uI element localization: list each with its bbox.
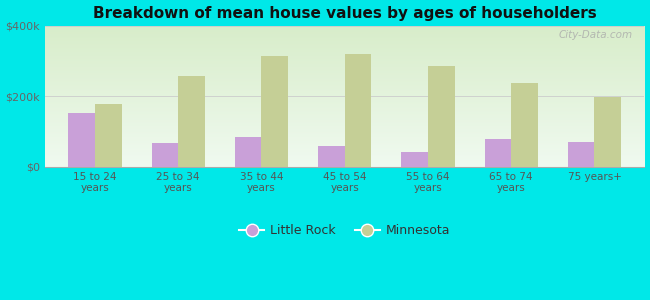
Bar <box>568 142 595 167</box>
Bar <box>344 54 371 167</box>
Bar <box>428 66 454 167</box>
Bar <box>401 152 428 167</box>
Bar <box>318 146 344 167</box>
Bar <box>595 98 621 167</box>
Bar <box>235 137 261 167</box>
Bar <box>95 104 122 167</box>
Legend: Little Rock, Minnesota: Little Rock, Minnesota <box>234 219 456 242</box>
Bar <box>401 152 428 167</box>
Bar <box>178 76 205 167</box>
Bar <box>595 98 621 167</box>
Bar <box>568 142 595 167</box>
Bar <box>178 76 205 167</box>
Bar <box>151 143 178 167</box>
Bar <box>95 104 122 167</box>
Bar <box>344 54 371 167</box>
Bar <box>485 139 512 167</box>
Bar <box>512 83 538 167</box>
Bar <box>235 137 261 167</box>
Bar <box>68 113 95 167</box>
Title: Breakdown of mean house values by ages of householders: Breakdown of mean house values by ages o… <box>93 6 597 21</box>
Bar <box>318 146 344 167</box>
Bar <box>485 139 512 167</box>
Bar <box>261 56 288 167</box>
Bar <box>512 83 538 167</box>
Bar <box>261 56 288 167</box>
Text: City-Data.com: City-Data.com <box>558 30 632 40</box>
Bar <box>68 113 95 167</box>
Bar <box>151 143 178 167</box>
Bar <box>428 66 454 167</box>
